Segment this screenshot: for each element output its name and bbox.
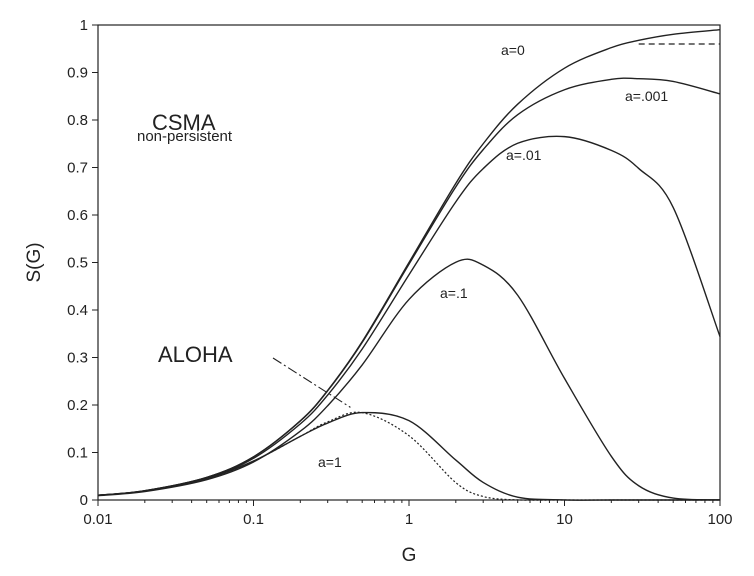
a001-label: a=.001 bbox=[625, 88, 668, 104]
series-line-a-1 bbox=[97, 411, 720, 501]
leaders bbox=[272, 43, 720, 408]
y-tick-label: 0.9 bbox=[67, 65, 88, 82]
series-line-a-01 bbox=[97, 135, 721, 497]
y-tick-label: 0.6 bbox=[67, 207, 88, 224]
x-tick-label: 10 bbox=[556, 511, 573, 528]
series-line-a-1 bbox=[97, 258, 721, 501]
y-tick-label: 1 bbox=[80, 17, 88, 34]
non-persistent-label: non-persistent bbox=[137, 128, 233, 145]
y-tick-label: 0.3 bbox=[67, 350, 88, 367]
a0-label: a=0 bbox=[501, 42, 525, 58]
y-tick-label: 0 bbox=[80, 492, 88, 509]
y-tick-label: 0.8 bbox=[67, 112, 88, 129]
a01-label: a=.01 bbox=[506, 147, 542, 163]
ticks: 0.01 0.1 1 10 100 0 0.1 0.2 0.3 0.4 0.5 0.6 0.7 0.8 0.… bbox=[67, 17, 732, 528]
y-tick-label: 0.5 bbox=[67, 255, 88, 272]
y-axis-title: S(G) bbox=[24, 242, 45, 282]
x-tick-label: 0.1 bbox=[243, 511, 264, 528]
series-line-aloha bbox=[97, 411, 720, 501]
x-tick-label: 1 bbox=[405, 511, 413, 528]
x-axis-title: G bbox=[402, 545, 417, 566]
a-one-label: a=1 bbox=[318, 454, 342, 470]
aloha-leader bbox=[272, 357, 351, 408]
csma-label: CSMA bbox=[152, 110, 216, 135]
a1-label: a=.1 bbox=[440, 285, 468, 301]
y-tick-label: 0.2 bbox=[67, 397, 88, 414]
y-tick-label: 0.4 bbox=[67, 302, 88, 319]
curves bbox=[97, 29, 721, 501]
x-tick-label: 100 bbox=[707, 511, 732, 528]
series-line-a-001 bbox=[97, 77, 721, 496]
x-tick-label: 0.01 bbox=[83, 511, 112, 528]
aloha-label: ALOHA bbox=[158, 342, 233, 367]
y-tick-label: 0.7 bbox=[67, 160, 88, 177]
y-tick-label: 0.1 bbox=[67, 445, 88, 462]
